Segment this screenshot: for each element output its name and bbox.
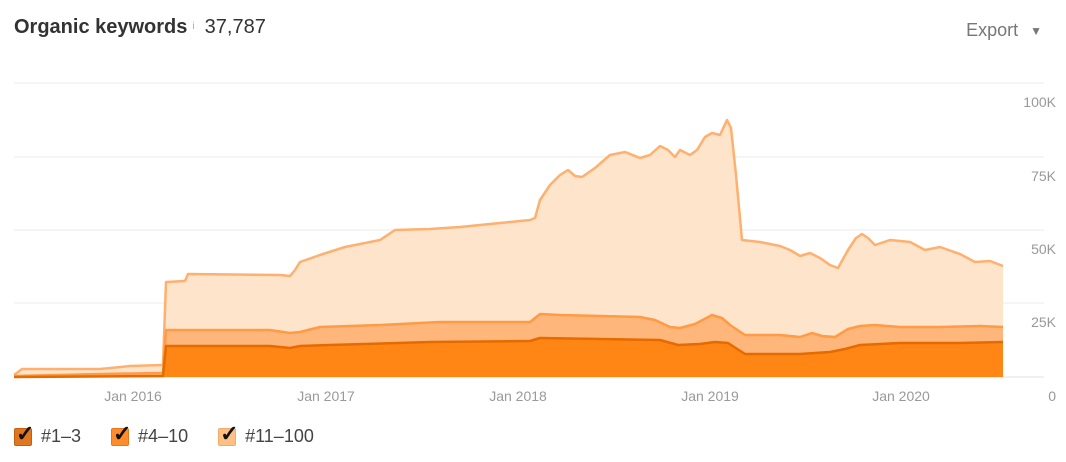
chevron-down-icon: ▼ xyxy=(1030,23,1042,38)
legend-label-11-100: #11–100 xyxy=(245,426,314,446)
y-tick-75k: 75K xyxy=(1031,168,1056,184)
x-tick-jan-2018: Jan 2018 xyxy=(489,388,547,404)
chart-header: Organic keywords i 37,787 xyxy=(14,16,266,46)
chart-legend: ✓ #1–3 ✓ #4–10 ✓ #11–100 xyxy=(14,422,344,447)
x-tick-jan-2017: Jan 2017 xyxy=(297,388,355,404)
line-1-3 xyxy=(13,336,1004,379)
area-1-3 xyxy=(14,338,1003,377)
checkbox-4-10[interactable]: ✓ xyxy=(111,422,131,446)
area-11-100 xyxy=(14,120,1003,377)
legend-item-1-3[interactable]: ✓ #1–3 xyxy=(14,422,82,447)
y-tick-100k: 100K xyxy=(1023,94,1056,110)
y-tick-0: 0 xyxy=(1048,388,1056,404)
checkbox-1-3[interactable]: ✓ xyxy=(14,422,34,446)
y-tick-50k: 50K xyxy=(1031,241,1056,257)
line-4-10 xyxy=(13,312,1004,378)
export-label: Export xyxy=(966,20,1019,40)
checkmark-icon: ✓ xyxy=(113,420,132,446)
legend-label-4-10: #4–10 xyxy=(138,426,189,446)
checkmark-icon: ✓ xyxy=(220,420,239,446)
legend-item-11-100[interactable]: ✓ #11–100 xyxy=(218,422,314,447)
info-icon[interactable]: i xyxy=(192,21,195,32)
legend-item-4-10[interactable]: ✓ #4–10 xyxy=(111,422,189,447)
y-tick-25k: 25K xyxy=(1031,314,1056,330)
total-keywords-count: 37,787 xyxy=(204,16,266,38)
legend-label-1-3: #1–3 xyxy=(41,426,82,446)
x-tick-jan-2016: Jan 2016 xyxy=(104,388,162,404)
export-button[interactable]: Export ▼ xyxy=(966,20,1042,41)
x-tick-jan-2020: Jan 2020 xyxy=(872,388,930,404)
chart-title: Organic keywords xyxy=(14,16,188,38)
line-11-100 xyxy=(13,118,1004,376)
x-tick-jan-2019: Jan 2019 xyxy=(681,388,739,404)
checkmark-icon: ✓ xyxy=(16,420,35,446)
checkbox-11-100[interactable]: ✓ xyxy=(218,422,239,446)
